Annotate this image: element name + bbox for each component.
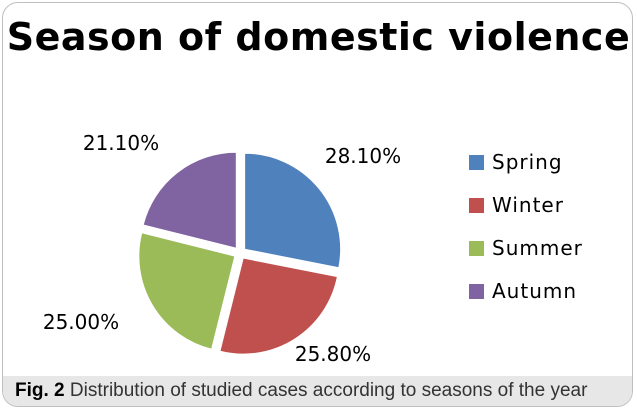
legend-item-spring: Spring xyxy=(469,147,583,177)
chart-title: Season of domestic violence xyxy=(6,15,631,59)
legend-label: Summer xyxy=(492,236,583,260)
data-label-summer: 25.00% xyxy=(43,310,119,334)
pie-slice-winter xyxy=(219,257,338,355)
caption-text: Distribution of studied cases according … xyxy=(69,380,588,401)
legend-swatch xyxy=(469,154,484,170)
legend-label: Spring xyxy=(492,150,563,174)
pie-slice-spring xyxy=(244,152,342,269)
legend: Spring Winter Summer Autumn xyxy=(469,147,583,319)
pie-slice-autumn xyxy=(142,151,237,249)
caption-label: Fig. 2 xyxy=(15,380,65,401)
legend-label: Winter xyxy=(492,193,564,217)
data-label-spring: 28.10% xyxy=(325,144,401,168)
legend-label: Autumn xyxy=(492,279,578,303)
chart-frame: Season of domestic violence 28.10% 25.80%… xyxy=(2,2,633,407)
figure-caption: Fig. 2 Distribution of studied cases acc… xyxy=(3,376,632,406)
legend-swatch xyxy=(469,197,484,213)
legend-item-autumn: Autumn xyxy=(469,276,583,306)
legend-swatch xyxy=(469,240,484,256)
data-label-winter: 25.80% xyxy=(295,342,371,366)
pie-chart: 28.10% 25.80% 25.00% 21.10% xyxy=(43,131,401,366)
data-label-autumn: 21.10% xyxy=(83,131,159,155)
legend-swatch xyxy=(469,283,484,299)
pie-slice-summer xyxy=(138,232,236,350)
legend-item-winter: Winter xyxy=(469,190,583,220)
legend-item-summer: Summer xyxy=(469,233,583,263)
